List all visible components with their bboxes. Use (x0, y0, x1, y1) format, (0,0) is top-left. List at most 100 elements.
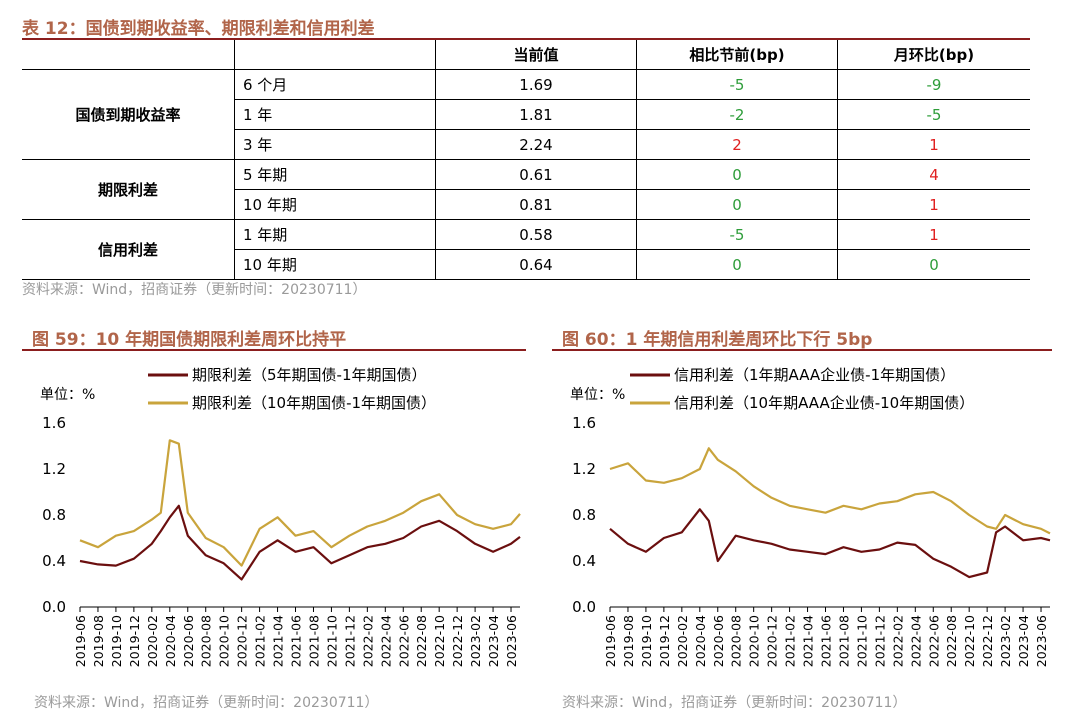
x-tick-label: 2022-12 (980, 615, 995, 667)
x-tick-label: 2019-08 (621, 615, 636, 667)
table-row: 期限利差 5 年期 0.61 0 4 (22, 159, 1030, 220)
chart60-plot: 0.0 0.4 0.8 1.2 1.6 2019-06 2019-08 2019-10 2019… (570, 366, 1051, 667)
chart59-title-rule (22, 349, 526, 351)
table-row: 1 年 1.81 -2 -5 (22, 99, 1030, 130)
header-current: 当前值 (435, 40, 637, 70)
x-tick-label: 2022-02 (890, 615, 905, 667)
x-tick-label: 2022-06 (926, 615, 941, 667)
y-tick-label: 0.0 (572, 598, 596, 616)
row-vs-holiday: -5 (636, 219, 838, 250)
table-row: 10 年期 0.64 0 0 (22, 249, 1030, 280)
row-mom: 1 (837, 189, 1030, 220)
x-tick-label: 2021-10 (324, 615, 339, 667)
x-tick-label: 2020-06 (181, 615, 196, 667)
unit-label: 单位：% (40, 387, 95, 403)
y-tick-label: 1.6 (572, 414, 596, 432)
x-tick-label: 2021-12 (342, 615, 357, 667)
x-tick-label: 2020-04 (693, 615, 708, 667)
x-tick-label: 2021-02 (253, 615, 268, 667)
x-tick-label: 2019-06 (603, 615, 618, 667)
x-tick-label: 2021-10 (854, 615, 869, 667)
x-tick-label: 2020-02 (145, 615, 160, 667)
header-term (234, 40, 436, 70)
x-tick-label: 2022-04 (378, 615, 393, 667)
row-current-value: 0.58 (435, 219, 637, 250)
x-tick-label: 2022-02 (360, 615, 375, 667)
header-mom: 月环比(bp) (837, 40, 1030, 70)
row-mom: 1 (837, 219, 1030, 250)
x-tick-label: 2021-08 (836, 615, 851, 667)
row-term: 5 年期 (234, 159, 436, 190)
row-vs-holiday: 0 (636, 159, 838, 190)
chart59-title: 图 59：10 年期国债期限利差周环比持平 (32, 330, 347, 350)
table-title-rule (22, 38, 1030, 40)
row-group-label: 期限利差 (22, 159, 235, 220)
y-tick-label: 0.4 (572, 552, 596, 570)
x-tick-label: 2023-04 (1016, 615, 1031, 667)
row-vs-holiday: 0 (636, 189, 838, 220)
row-term: 10 年期 (234, 189, 436, 220)
table-row: 信用利差 1 年期 0.58 -5 1 (22, 219, 1030, 280)
x-tick-label: 2022-12 (450, 615, 465, 667)
table-row: 10 年期 0.81 0 1 (22, 189, 1030, 220)
row-term: 10 年期 (234, 249, 436, 280)
x-tick-label: 2022-04 (908, 615, 923, 667)
series-line-1 (79, 504, 521, 581)
row-current-value: 1.69 (435, 69, 637, 100)
y-tick-label: 1.2 (42, 460, 66, 478)
table-source: 资料来源：Wind，招商证券（更新时间：20230711） (22, 282, 367, 298)
row-mom: -5 (837, 99, 1030, 130)
x-tick-label: 2022-08 (944, 615, 959, 667)
row-vs-holiday: -5 (636, 69, 838, 100)
row-mom: 4 (837, 159, 1030, 190)
x-tick-label: 2020-04 (163, 615, 178, 667)
row-group-label: 国债到期收益率 (22, 69, 235, 160)
x-tick-label: 2023-06 (1034, 615, 1049, 667)
row-current-value: 0.81 (435, 189, 637, 220)
row-vs-holiday: -2 (636, 99, 838, 130)
legend-label: 信用利差（10年期AAA企业债-10年期国债） (674, 394, 974, 412)
legend-label: 期限利差（10年期国债-1年期国债） (192, 394, 436, 412)
x-tick-label: 2021-04 (271, 615, 286, 667)
x-tick-label: 2021-06 (819, 615, 834, 667)
chart60-title-rule (552, 349, 1052, 351)
x-tick-label: 2019-10 (639, 615, 654, 667)
x-tick-label: 2021-08 (306, 615, 321, 667)
row-term: 6 个月 (234, 69, 436, 100)
x-tick-label: 2020-02 (675, 615, 690, 667)
x-tick-label: 2023-02 (468, 615, 483, 667)
row-term: 1 年 (234, 99, 436, 130)
legend-label: 信用利差（1年期AAA企业债-1年期国债） (674, 366, 955, 384)
x-tick-label: 2020-12 (235, 615, 250, 667)
x-tick-label: 2020-10 (747, 615, 762, 667)
x-tick-label: 2020-08 (729, 615, 744, 667)
x-tick-label: 2020-12 (765, 615, 780, 667)
row-term: 1 年期 (234, 219, 436, 250)
x-tick-label: 2021-02 (783, 615, 798, 667)
x-tick-label: 2023-04 (486, 615, 501, 667)
x-tick-label: 2021-06 (289, 615, 304, 667)
legend-label: 期限利差（5年期国债-1年期国债） (192, 366, 427, 384)
y-tick-label: 0.0 (42, 598, 66, 616)
x-tick-label: 2022-10 (962, 615, 977, 667)
x-tick-label: 2019-10 (109, 615, 124, 667)
x-tick-label: 2022-08 (414, 615, 429, 667)
x-tick-label: 2023-02 (998, 615, 1013, 667)
y-tick-label: 0.8 (42, 506, 66, 524)
x-tick-label: 2020-08 (199, 615, 214, 667)
x-tick-label: 2022-10 (432, 615, 447, 667)
x-tick-label: 2019-12 (127, 615, 142, 667)
series-line-2 (79, 439, 521, 567)
x-tick-label: 2020-10 (217, 615, 232, 667)
unit-label: 单位：% (570, 387, 625, 403)
chart60-title: 图 60：1 年期信用利差周环比下行 5bp (562, 330, 873, 350)
x-tick-label: 2019-06 (73, 615, 88, 667)
table-title: 表 12：国债到期收益率、期限利差和信用利差 (22, 19, 375, 39)
x-tick-label: 2019-12 (657, 615, 672, 667)
series-line-2 (609, 447, 1051, 535)
y-tick-label: 1.6 (42, 414, 66, 432)
y-tick-label: 0.8 (572, 506, 596, 524)
row-current-value: 0.61 (435, 159, 637, 190)
row-vs-holiday: 2 (636, 129, 838, 160)
x-tick-label: 2021-12 (872, 615, 887, 667)
